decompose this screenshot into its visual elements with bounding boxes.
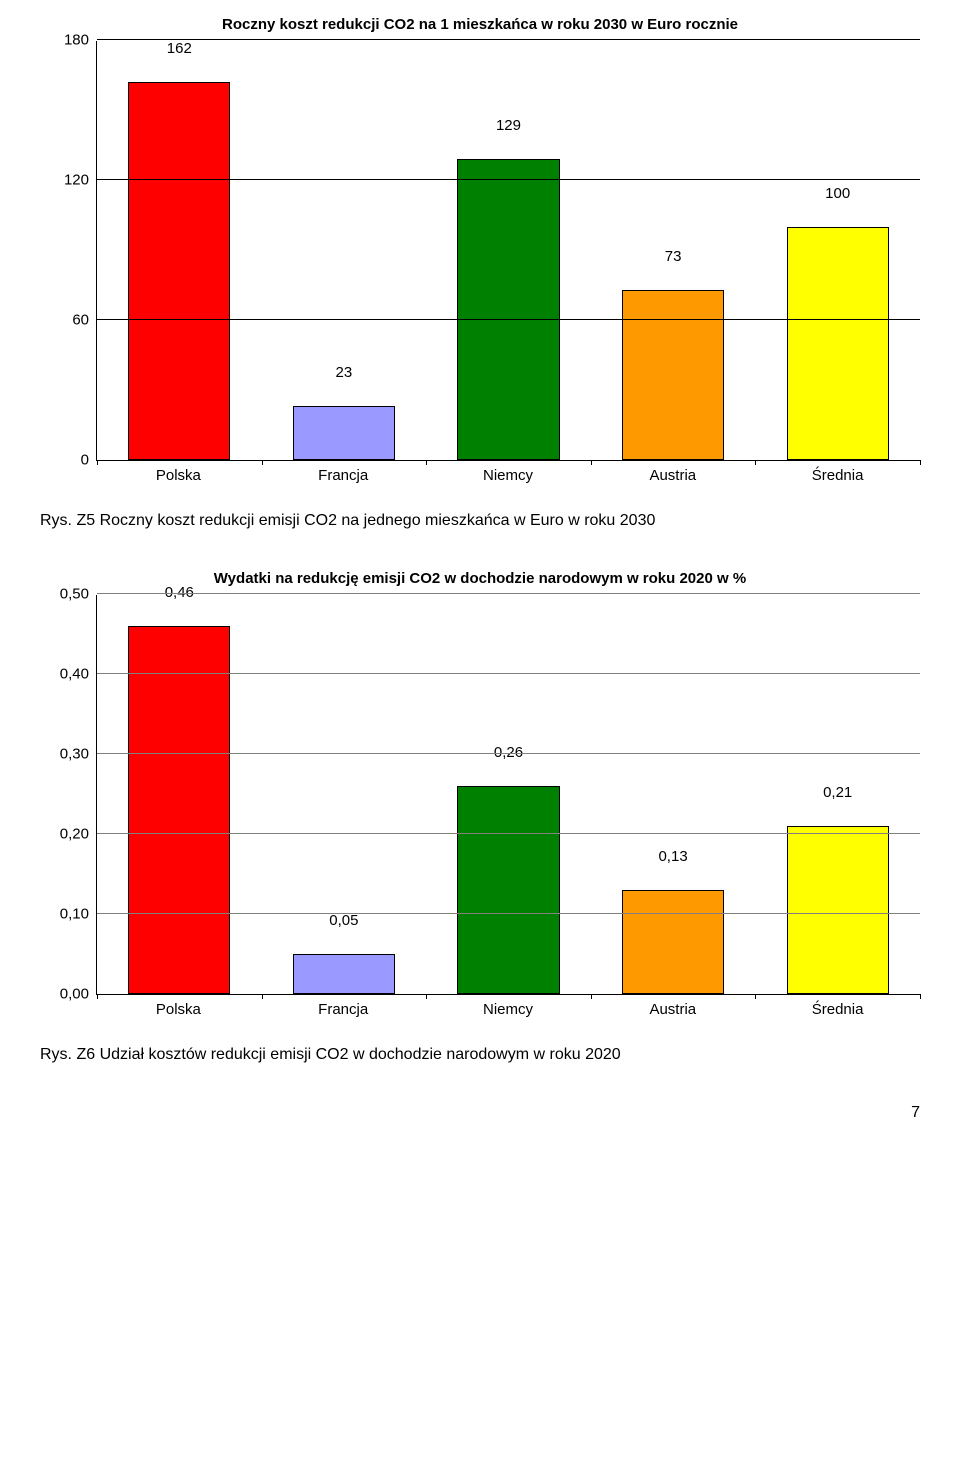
bar-value-label: 0,46 <box>97 584 262 605</box>
bar-value-label: 162 <box>97 40 262 61</box>
x-tick <box>97 460 98 465</box>
y-tick-label: 0,00 <box>60 986 97 1003</box>
x-tick <box>97 994 98 999</box>
bar-value-label: 129 <box>426 117 591 138</box>
bar-value-label: 0,26 <box>426 744 591 765</box>
chart-1-bars: 162 23 129 73 100 <box>97 41 920 460</box>
bar <box>293 406 395 460</box>
grid-line <box>97 179 920 180</box>
x-tick <box>262 994 263 999</box>
chart-1-plot-wrapper: 1622312973100 060120180 PolskaFrancjaNie… <box>40 41 920 484</box>
bar-slot: 73 <box>591 41 756 460</box>
bar-value-label: 73 <box>591 248 756 269</box>
chart-1-x-labels: PolskaFrancjaNiemcyAustriaŚrednia <box>96 461 920 484</box>
page-number: 7 <box>40 1104 920 1122</box>
chart-1-title: Roczny koszt redukcji CO2 na 1 mieszkańc… <box>40 16 920 33</box>
bar-slot: 100 <box>755 41 920 460</box>
x-axis-label: Średnia <box>755 461 920 484</box>
bar-slot: 0,46 <box>97 595 262 994</box>
grid-line <box>97 913 920 914</box>
chart-1-frame: 1622312973100 060120180 <box>96 41 920 461</box>
bar-value-label: 0,13 <box>591 848 756 869</box>
x-axis-label: Francja <box>261 995 426 1018</box>
x-tick <box>920 994 921 999</box>
x-tick <box>920 460 921 465</box>
bar-slot: 129 <box>426 41 591 460</box>
bar-slot: 0,21 <box>755 595 920 994</box>
y-tick-label: 0,10 <box>60 906 97 923</box>
bar-value-label: 23 <box>262 364 427 385</box>
bar-slot: 0,13 <box>591 595 756 994</box>
x-tick <box>262 460 263 465</box>
chart-2-frame: 0,460,050,260,130,21 0,000,100,200,300,4… <box>96 595 920 995</box>
x-tick <box>426 460 427 465</box>
grid-line <box>97 753 920 754</box>
grid-line <box>97 673 920 674</box>
bar <box>622 890 724 994</box>
bar <box>128 82 230 460</box>
bar <box>787 826 889 994</box>
bar-slot: 0,26 <box>426 595 591 994</box>
bar <box>293 954 395 994</box>
x-axis-label: Polska <box>96 461 261 484</box>
page-root: Roczny koszt redukcji CO2 na 1 mieszkańc… <box>0 0 960 1142</box>
x-tick <box>591 994 592 999</box>
y-tick-label: 180 <box>64 32 97 49</box>
chart-2: Wydatki na redukcję emisji CO2 w dochodz… <box>40 570 920 1064</box>
chart-2-x-labels: PolskaFrancjaNiemcyAustriaŚrednia <box>96 995 920 1018</box>
bar-value-label: 100 <box>755 185 920 206</box>
bar <box>787 227 889 460</box>
x-axis-label: Średnia <box>755 995 920 1018</box>
bar <box>457 159 559 460</box>
x-axis-label: Niemcy <box>426 461 591 484</box>
x-tick <box>755 460 756 465</box>
bar-value-label: 0,05 <box>262 912 427 933</box>
bar-slot: 162 <box>97 41 262 460</box>
chart-2-plot-wrapper: 0,460,050,260,130,21 0,000,100,200,300,4… <box>40 595 920 1018</box>
x-tick <box>426 994 427 999</box>
bar <box>622 290 724 460</box>
chart-2-bars: 0,460,05 0,26 0,13 0,21 <box>97 595 920 994</box>
y-tick-label: 60 <box>72 312 97 329</box>
bar-value-label: 0,21 <box>755 784 920 805</box>
chart-1: Roczny koszt redukcji CO2 na 1 mieszkańc… <box>40 16 920 530</box>
x-tick <box>591 460 592 465</box>
x-axis-label: Polska <box>96 995 261 1018</box>
grid-line <box>97 319 920 320</box>
y-tick-label: 0,40 <box>60 666 97 683</box>
grid-line <box>97 39 920 40</box>
bar-slot: 0,05 <box>262 595 427 994</box>
y-tick-label: 0,20 <box>60 826 97 843</box>
chart-2-caption: Rys. Z6 Udział kosztów redukcji emisji C… <box>40 1046 920 1064</box>
x-axis-label: Austria <box>590 461 755 484</box>
x-axis-label: Austria <box>590 995 755 1018</box>
y-tick-label: 0 <box>81 452 97 469</box>
y-tick-label: 0,50 <box>60 586 97 603</box>
bar-slot: 23 <box>262 41 427 460</box>
y-tick-label: 0,30 <box>60 746 97 763</box>
x-axis-label: Francja <box>261 461 426 484</box>
x-tick <box>755 994 756 999</box>
bar <box>128 626 230 994</box>
chart-1-caption: Rys. Z5 Roczny koszt redukcji emisji CO2… <box>40 512 920 530</box>
bar <box>457 786 559 994</box>
grid-line <box>97 593 920 594</box>
y-tick-label: 120 <box>64 172 97 189</box>
grid-line <box>97 833 920 834</box>
x-axis-label: Niemcy <box>426 995 591 1018</box>
